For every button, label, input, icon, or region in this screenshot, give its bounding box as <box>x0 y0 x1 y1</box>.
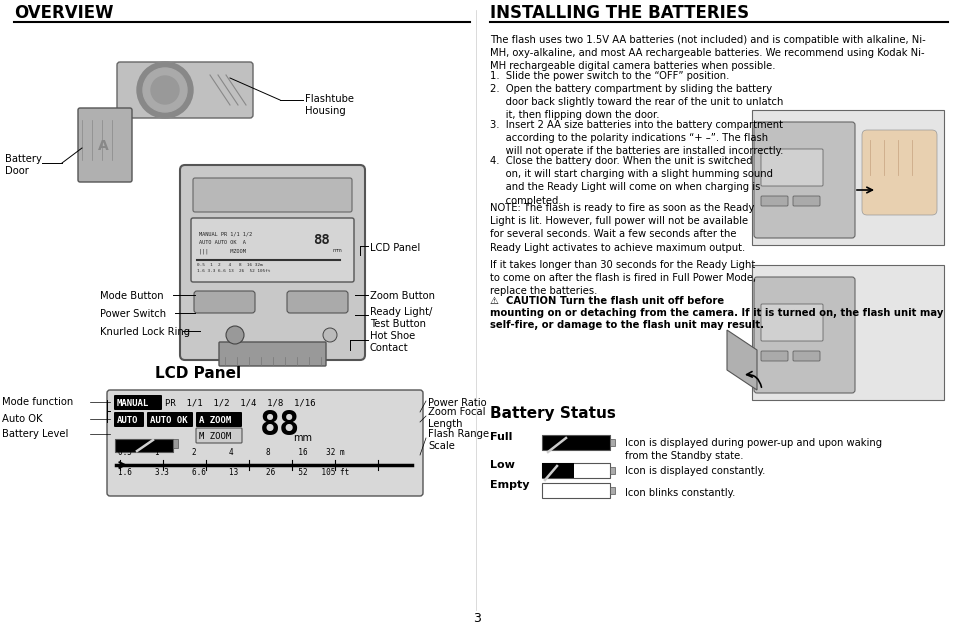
Text: LCD Panel: LCD Panel <box>370 243 420 253</box>
Text: Power Switch: Power Switch <box>100 309 166 319</box>
Text: Auto OK: Auto OK <box>2 414 43 424</box>
Text: Flashtube
Housing: Flashtube Housing <box>305 94 354 116</box>
Text: 4.  Close the battery door. When the unit is switched
     on, it will start cha: 4. Close the battery door. When the unit… <box>490 156 772 206</box>
Text: 2.  Open the battery compartment by sliding the battery
     door back slightly : 2. Open the battery compartment by slidi… <box>490 84 782 121</box>
Text: Power Ratio: Power Ratio <box>428 398 486 408</box>
Text: Empty: Empty <box>490 480 529 490</box>
Text: 1.6 3.3 6.6 13  26  52 105ft: 1.6 3.3 6.6 13 26 52 105ft <box>196 269 271 273</box>
FancyBboxPatch shape <box>753 277 854 393</box>
Bar <box>751 265 943 400</box>
Text: 88: 88 <box>313 233 330 247</box>
Text: INSTALLING THE BATTERIES: INSTALLING THE BATTERIES <box>490 4 748 22</box>
Bar <box>541 463 609 478</box>
Bar <box>115 439 172 452</box>
Text: PR  1/1  1/2  1/4  1/8  1/16: PR 1/1 1/2 1/4 1/8 1/16 <box>165 399 315 408</box>
Circle shape <box>151 76 179 104</box>
FancyBboxPatch shape <box>147 412 193 427</box>
FancyBboxPatch shape <box>78 108 132 182</box>
Text: AUTO: AUTO <box>117 416 138 425</box>
Circle shape <box>323 328 336 342</box>
Polygon shape <box>726 330 757 390</box>
Text: Zoom Button: Zoom Button <box>370 291 435 301</box>
Text: Battery Status: Battery Status <box>490 406 616 421</box>
Bar <box>172 439 178 448</box>
Bar <box>751 110 943 245</box>
Text: MANUAL PR 1/1 1/2: MANUAL PR 1/1 1/2 <box>199 231 252 236</box>
Circle shape <box>143 68 187 112</box>
FancyBboxPatch shape <box>792 196 820 206</box>
Text: Ready Light/
Test Button: Ready Light/ Test Button <box>370 307 432 329</box>
Text: 1.  Slide the power switch to the “OFF” position.: 1. Slide the power switch to the “OFF” p… <box>490 71 729 81</box>
FancyBboxPatch shape <box>113 395 162 410</box>
Text: Battery Level: Battery Level <box>2 429 69 439</box>
FancyBboxPatch shape <box>753 122 854 238</box>
Text: 3.  Insert 2 AA size batteries into the battery compartment
     according to th: 3. Insert 2 AA size batteries into the b… <box>490 120 782 156</box>
Text: 88: 88 <box>260 409 300 442</box>
Text: Full: Full <box>490 432 512 442</box>
Text: LCD Panel: LCD Panel <box>154 366 241 381</box>
Text: |||       MZOOM: ||| MZOOM <box>199 248 246 254</box>
Text: 3: 3 <box>473 612 480 622</box>
Text: MANUAL: MANUAL <box>117 399 149 408</box>
Text: Icon is displayed during power-up and upon waking
from the Standby state.: Icon is displayed during power-up and up… <box>624 438 882 461</box>
Bar <box>609 467 615 474</box>
Text: Icon blinks constantly.: Icon blinks constantly. <box>624 488 735 498</box>
Text: 0.5  1  2   4   8  16 32m: 0.5 1 2 4 8 16 32m <box>196 263 262 267</box>
FancyBboxPatch shape <box>760 351 787 361</box>
FancyBboxPatch shape <box>193 178 352 212</box>
Text: ⚠  CAUTION Turn the flash unit off before: ⚠ CAUTION Turn the flash unit off before <box>490 296 723 306</box>
FancyBboxPatch shape <box>287 291 348 313</box>
Bar <box>541 463 574 478</box>
FancyBboxPatch shape <box>760 149 822 186</box>
Text: self-fire, or damage to the flash unit may result.: self-fire, or damage to the flash unit m… <box>490 320 763 330</box>
Bar <box>541 435 609 450</box>
Text: 1.6     3.3     6.6     13      26     52   105 ft: 1.6 3.3 6.6 13 26 52 105 ft <box>118 468 349 477</box>
Text: AUTO AUTO OK  A: AUTO AUTO OK A <box>199 240 246 245</box>
Bar <box>609 487 615 494</box>
Text: OVERVIEW: OVERVIEW <box>14 4 113 22</box>
Text: mounting on or detaching from the camera. If it is turned on, the flash unit may: mounting on or detaching from the camera… <box>490 308 943 318</box>
Text: If it takes longer than 30 seconds for the Ready Light
to come on after the flas: If it takes longer than 30 seconds for t… <box>490 260 756 297</box>
Text: NOTE: The flash is ready to fire as soon as the Ready
Light is lit. However, ful: NOTE: The flash is ready to fire as soon… <box>490 203 754 253</box>
Text: Flash Range
Scale: Flash Range Scale <box>428 429 489 451</box>
Text: Mode function: Mode function <box>2 397 73 407</box>
FancyBboxPatch shape <box>760 304 822 341</box>
Text: mm: mm <box>333 248 342 253</box>
FancyBboxPatch shape <box>219 342 326 366</box>
FancyBboxPatch shape <box>760 196 787 206</box>
Text: Hot Shoe
Contact: Hot Shoe Contact <box>370 331 415 353</box>
Text: M ZOOM: M ZOOM <box>199 432 231 441</box>
Text: Zoom Focal
Length: Zoom Focal Length <box>428 407 485 429</box>
Text: AUTO OK: AUTO OK <box>150 416 188 425</box>
Text: 0.5     1       2       4       8      16    32 m: 0.5 1 2 4 8 16 32 m <box>118 448 344 457</box>
FancyBboxPatch shape <box>191 218 354 282</box>
FancyBboxPatch shape <box>117 62 253 118</box>
Text: Knurled Lock Ring: Knurled Lock Ring <box>100 327 190 337</box>
Text: Mode Button: Mode Button <box>100 291 164 301</box>
FancyBboxPatch shape <box>195 412 242 427</box>
FancyBboxPatch shape <box>195 428 242 443</box>
Text: Icon is displayed constantly.: Icon is displayed constantly. <box>624 466 764 476</box>
FancyBboxPatch shape <box>193 291 254 313</box>
FancyBboxPatch shape <box>113 412 144 427</box>
FancyBboxPatch shape <box>792 351 820 361</box>
Text: Battery
Door: Battery Door <box>5 154 42 176</box>
Text: A: A <box>98 139 109 153</box>
Text: A ZOOM: A ZOOM <box>199 416 231 425</box>
Text: Low: Low <box>490 460 515 470</box>
Text: The flash uses two 1.5V AA batteries (not included) and is compatible with alkal: The flash uses two 1.5V AA batteries (no… <box>490 35 924 72</box>
Bar <box>609 439 615 446</box>
Text: mm: mm <box>293 433 312 443</box>
Circle shape <box>226 326 244 344</box>
FancyBboxPatch shape <box>862 130 936 215</box>
FancyBboxPatch shape <box>180 165 365 360</box>
FancyBboxPatch shape <box>107 390 422 496</box>
Bar <box>541 483 609 498</box>
Circle shape <box>137 62 193 118</box>
